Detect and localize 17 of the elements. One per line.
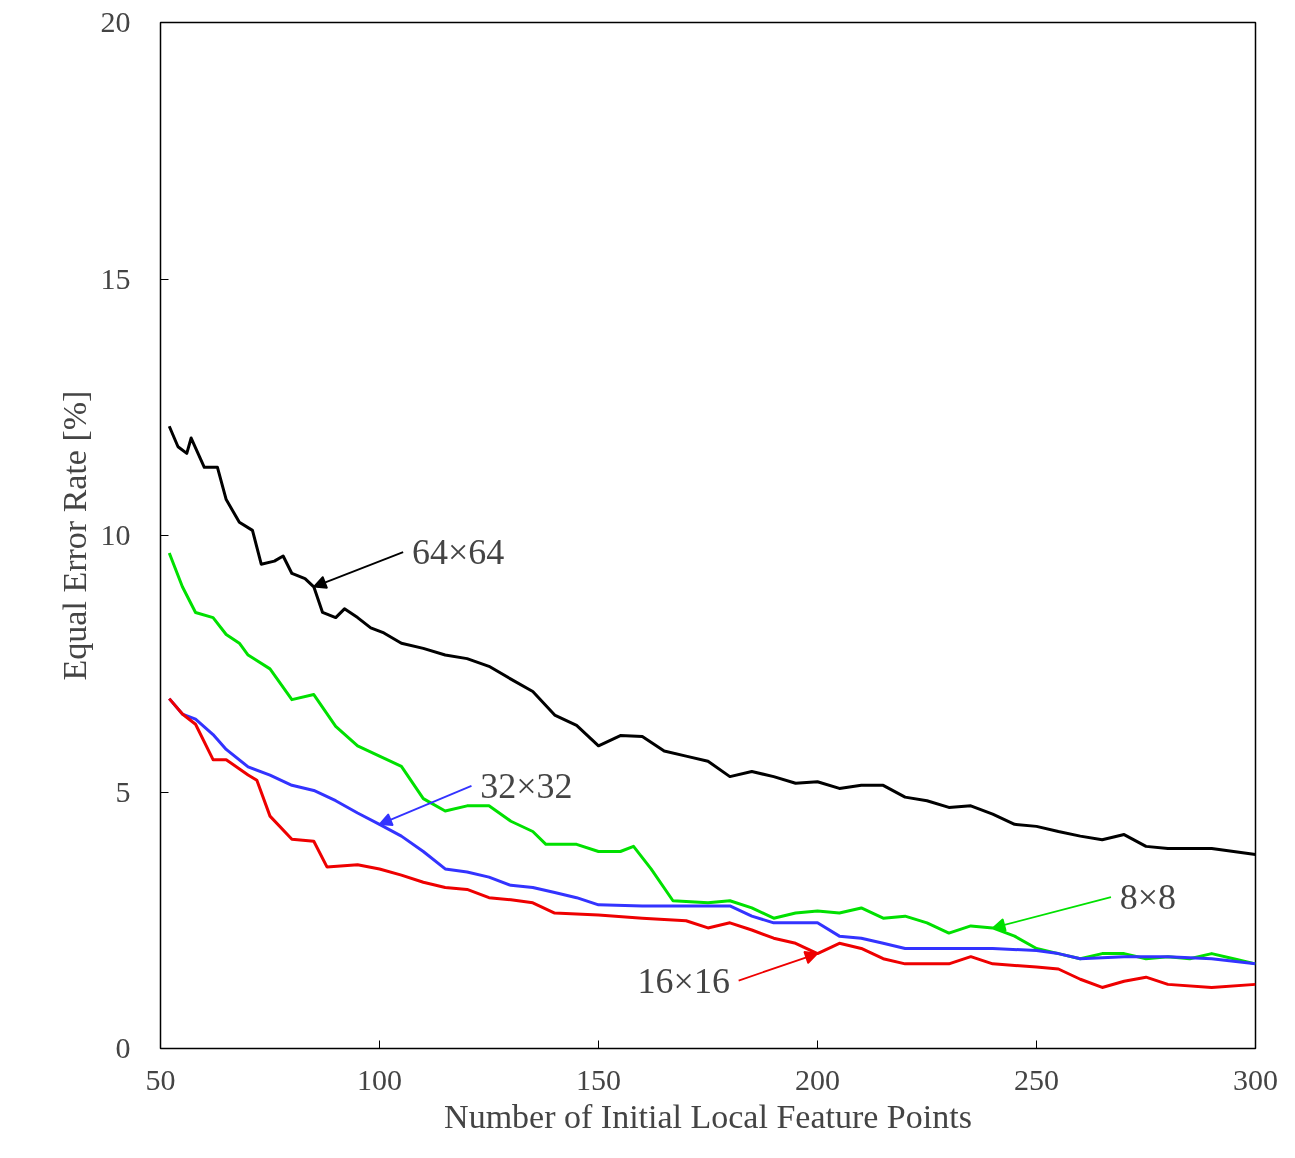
y-tick-label: 0 xyxy=(115,1031,131,1064)
y-tick-label: 5 xyxy=(115,774,131,808)
x-tick-label: 50 xyxy=(145,1062,176,1096)
y-tick-label: 15 xyxy=(100,261,131,295)
x-tick-label: 250 xyxy=(1014,1062,1059,1096)
annotation: 64×64 xyxy=(411,532,505,573)
x-tick-label: 100 xyxy=(357,1062,402,1096)
y-tick-label: 20 xyxy=(100,5,131,38)
annotation: 16×16 xyxy=(637,960,730,1001)
annotation: 8×8 xyxy=(1119,877,1177,918)
y-axis-title: Equal Error Rate [%] xyxy=(55,390,93,681)
x-tick-label: 150 xyxy=(576,1062,621,1096)
annotation: 32×32 xyxy=(480,765,573,806)
x-axis-title: Number of Initial Local Feature Points xyxy=(444,1097,972,1135)
y-tick-label: 10 xyxy=(100,518,131,551)
x-tick-label: 200 xyxy=(795,1062,840,1096)
x-tick-label: 300 xyxy=(1233,1062,1278,1096)
